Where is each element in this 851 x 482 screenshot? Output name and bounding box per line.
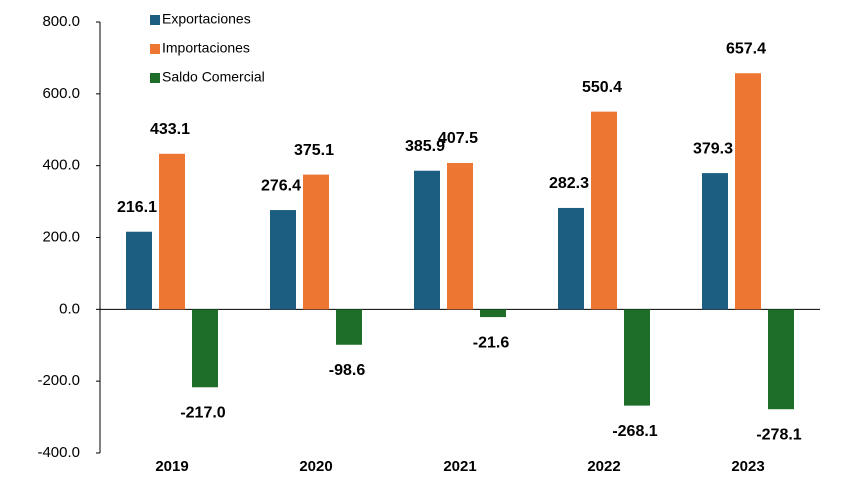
data-label: 379.3 xyxy=(693,140,733,157)
data-label: 375.1 xyxy=(294,142,334,159)
y-tick-label: 600.0 xyxy=(42,85,80,102)
bar xyxy=(126,231,152,310)
y-tick-label: -400.0 xyxy=(37,444,80,461)
data-label: 657.4 xyxy=(726,40,766,57)
bar xyxy=(768,309,794,410)
x-tick-label: 2023 xyxy=(731,458,764,475)
bar xyxy=(336,309,362,345)
bar xyxy=(624,309,650,406)
bar xyxy=(447,162,473,310)
legend-swatch xyxy=(150,44,160,54)
bar xyxy=(702,173,728,310)
legend-label: Saldo Comercial xyxy=(162,69,265,85)
data-label: 385.9 xyxy=(405,138,445,155)
legend-swatch xyxy=(150,15,160,25)
data-label: -21.6 xyxy=(473,334,510,351)
bar xyxy=(192,309,218,388)
bar xyxy=(414,170,440,310)
legend-label: Exportaciones xyxy=(162,11,251,27)
x-tick-label: 2022 xyxy=(587,458,620,475)
data-label: 550.4 xyxy=(582,79,622,96)
y-tick-label: 400.0 xyxy=(42,157,80,174)
x-tick-label: 2020 xyxy=(299,458,332,475)
y-tick-label: 0.0 xyxy=(59,300,80,317)
bar xyxy=(480,309,506,318)
legend-swatch xyxy=(150,73,160,83)
data-label: 216.1 xyxy=(117,199,157,216)
data-label: -268.1 xyxy=(612,423,657,440)
x-tick-label: 2021 xyxy=(443,458,476,475)
bar xyxy=(591,111,617,310)
y-tick-label: 800.0 xyxy=(42,13,80,30)
data-label: -98.6 xyxy=(329,362,366,379)
data-label: 433.1 xyxy=(150,121,190,138)
bar xyxy=(270,210,296,310)
bar xyxy=(303,174,329,310)
data-label: 407.5 xyxy=(438,130,478,147)
data-label: 276.4 xyxy=(261,177,301,194)
bar xyxy=(735,73,761,310)
data-label: -217.0 xyxy=(180,404,225,421)
bar xyxy=(159,153,185,310)
y-tick-label: -200.0 xyxy=(37,372,80,389)
x-tick-label: 2019 xyxy=(155,458,188,475)
data-label: 282.3 xyxy=(549,175,589,192)
data-label: -278.1 xyxy=(756,426,801,443)
bar xyxy=(558,207,584,310)
y-tick-label: 200.0 xyxy=(42,228,80,245)
legend-label: Importaciones xyxy=(162,40,250,56)
